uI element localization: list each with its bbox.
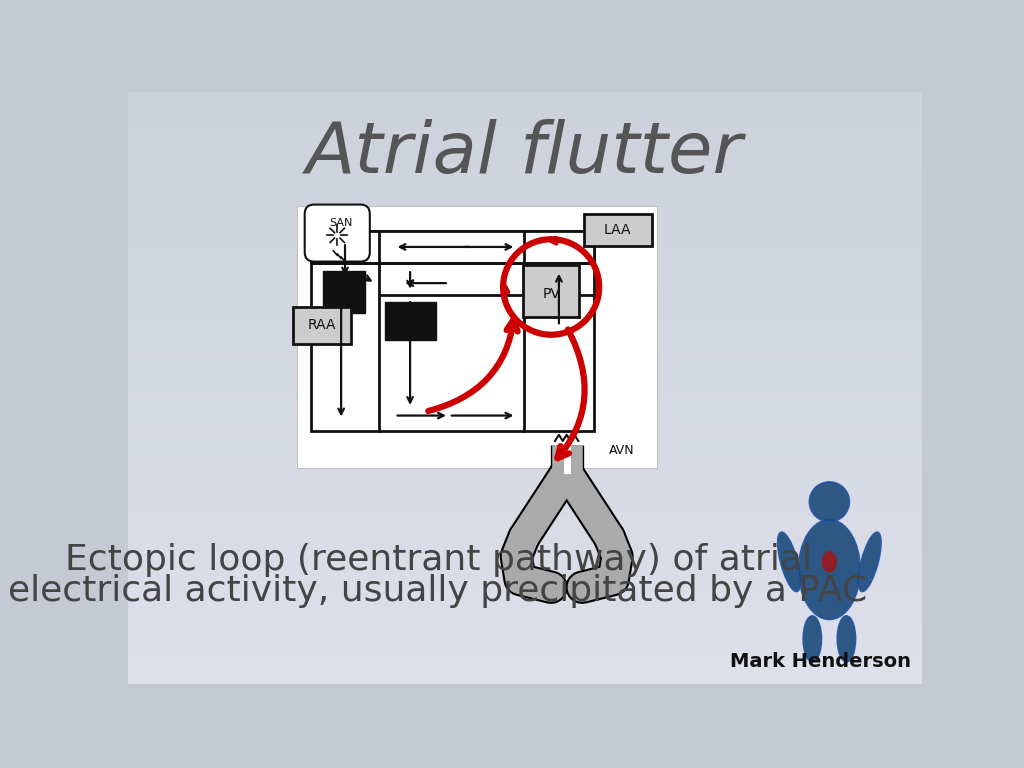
Text: AVN: AVN (609, 444, 635, 457)
Ellipse shape (803, 616, 821, 662)
Ellipse shape (777, 532, 801, 591)
Bar (311, 230, 594, 263)
Circle shape (809, 482, 850, 521)
Ellipse shape (858, 532, 882, 591)
FancyBboxPatch shape (305, 204, 370, 262)
Text: SAN: SAN (330, 218, 353, 228)
Text: LAA: LAA (604, 223, 632, 237)
Text: Ectopic loop (reentrant pathway) of atrial: Ectopic loop (reentrant pathway) of atri… (65, 543, 811, 578)
Ellipse shape (838, 616, 856, 662)
Bar (311, 230, 594, 431)
Bar (385, 302, 435, 340)
Text: electrical activity, usually precipitated by a PAC: electrical activity, usually precipitate… (8, 574, 867, 608)
Text: Atrial flutter: Atrial flutter (306, 119, 743, 188)
Bar (293, 307, 351, 344)
Text: PV: PV (543, 287, 560, 301)
Bar (323, 271, 366, 313)
Bar (584, 214, 652, 247)
Text: Mark Henderson: Mark Henderson (729, 653, 910, 671)
Ellipse shape (799, 519, 860, 620)
Bar (297, 206, 657, 468)
Ellipse shape (821, 551, 838, 573)
Text: RAA: RAA (307, 319, 336, 333)
Bar (523, 265, 579, 317)
